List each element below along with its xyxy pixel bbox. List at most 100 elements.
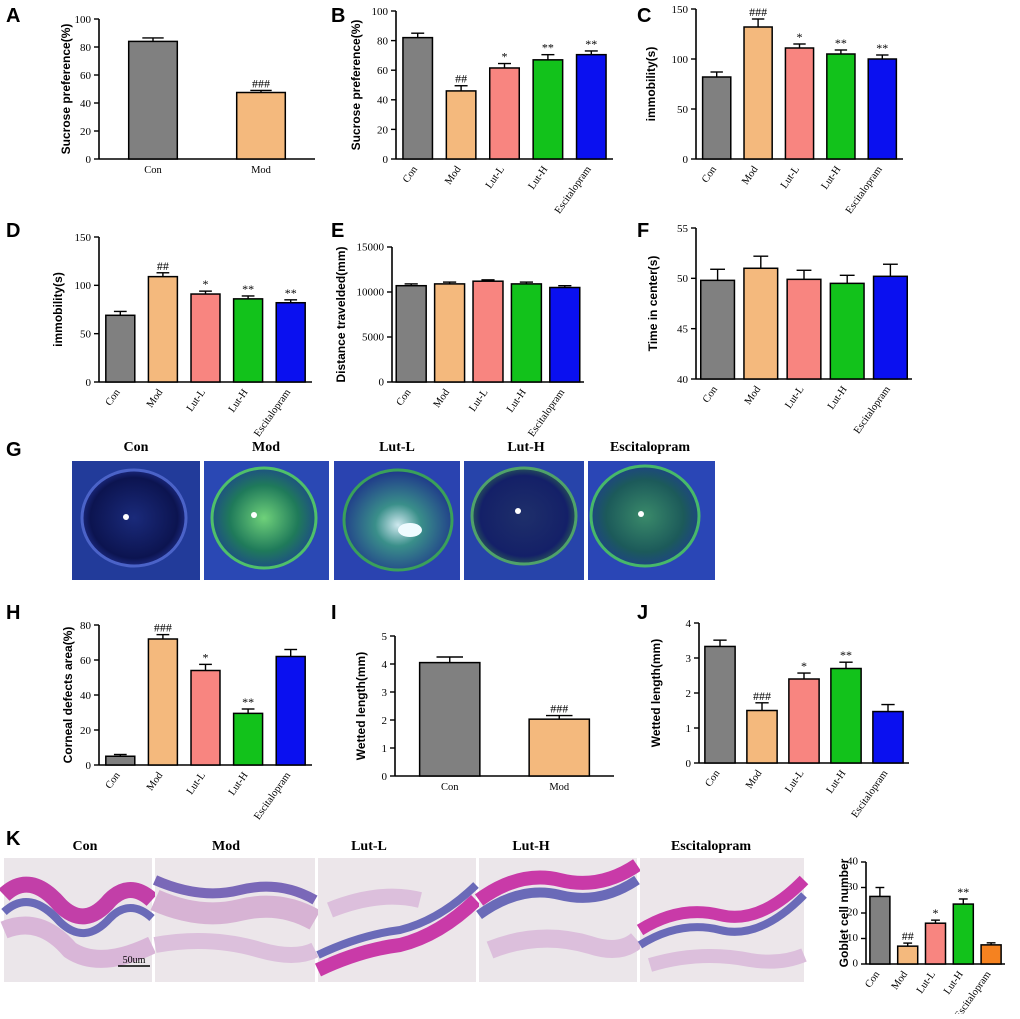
- chart-h-bar-escitalopram: [275, 655, 306, 766]
- chart-k-bar-lut-h: [952, 903, 975, 965]
- chart-f-category-label: Con: [701, 384, 720, 405]
- chart-f-category-label: Lut-L: [783, 384, 806, 410]
- chart-e-ytick-label: 0: [379, 377, 385, 389]
- chart-c-category-label: Lut-L: [779, 164, 802, 190]
- chart-c-ytick-label: 0: [683, 154, 689, 166]
- chart-i-sig-label: ###: [550, 702, 568, 716]
- eye-image-row: Con Mod Lut-L Lut-H Escitalopram: [72, 440, 715, 580]
- chart-d: 0 50 100 150 immobility(s) Con ## Mod * Lut-L ** Lu…: [51, 232, 312, 439]
- chart-b-bar-lut-h: [532, 59, 564, 160]
- panel-letter-c: C: [637, 5, 651, 27]
- chart-f-ylabel: Time in center(s): [646, 256, 660, 352]
- chart-h: 0 20 40 60 80 Corneal defects area(%) Con ### Mo…: [61, 620, 312, 822]
- chart-j-category-label: Lut-H: [825, 768, 849, 796]
- eye-image-escitalopram: [588, 461, 715, 580]
- chart-h-category-label: Lut-L: [185, 770, 208, 796]
- chart-b-ytick-label: 60: [377, 65, 389, 77]
- chart-b-sig-label: **: [585, 37, 597, 51]
- chart-d-ylabel: immobility(s): [51, 272, 65, 347]
- chart-i-ylabel: Wetted length(mm): [354, 652, 368, 760]
- chart-b-ylabel: Sucrose preference(%): [349, 20, 363, 151]
- chart-e-bar-lut-h: [510, 283, 543, 383]
- eye-label-escitalopram: Escitalopram: [610, 440, 690, 455]
- chart-f-bar-lut-h: [829, 282, 865, 380]
- chart-e-category-label: Mod: [432, 387, 453, 410]
- chart-a-bar-con: [127, 40, 179, 160]
- chart-e-category-label: Lut-H: [505, 387, 529, 415]
- chart-d-bar-mod: [147, 275, 179, 383]
- chart-h-category-label: Con: [104, 770, 123, 791]
- chart-a-ytick-label: 40: [80, 98, 92, 110]
- chart-j-sig-label: **: [840, 648, 852, 662]
- chart-f-ytick-label: 50: [677, 273, 689, 285]
- chart-d-sig-label: *: [203, 277, 209, 291]
- chart-k-sig-label: **: [957, 885, 969, 899]
- chart-c-ytick-label: 150: [672, 4, 689, 16]
- chart-h-sig-label: ###: [154, 621, 172, 635]
- chart-j-sig-label: *: [801, 659, 807, 673]
- chart-i-ytick-label: 3: [382, 687, 388, 699]
- chart-b: 0 20 40 60 80 100 Sucrose preference(%) Con ## Mo…: [349, 6, 613, 216]
- chart-k-sig-label: *: [933, 906, 939, 920]
- eye-image-lut-h: [464, 461, 584, 580]
- chart-c-bar-lut-h: [826, 53, 856, 160]
- chart-j-bar-lut-h: [830, 667, 862, 764]
- chart-e: 0 5000 10000 15000 Distance travelded(mm) Con…: [334, 242, 584, 439]
- chart-i-ytick-label: 1: [382, 743, 388, 755]
- chart-j-ytick-label: 3: [686, 653, 692, 665]
- chart-h-ytick-label: 60: [80, 655, 92, 667]
- chart-c-bar-lut-l: [784, 47, 815, 160]
- chart-e-ytick-label: 15000: [357, 242, 385, 254]
- panel-letter-d: D: [6, 220, 20, 242]
- chart-b-ytick-label: 0: [383, 154, 389, 166]
- chart-j: 0 1 2 3 4 Wetted length(mm) Con ### Mod * Lut-L ** L…: [649, 618, 909, 820]
- chart-d-bar-escitalopram: [275, 301, 306, 383]
- chart-h-sig-label: **: [242, 695, 254, 709]
- chart-k-ytick-label: 10: [847, 932, 859, 944]
- histology-image-lut-l: [314, 858, 481, 982]
- chart-f-ytick-label: 40: [677, 374, 689, 386]
- chart-c: 0 50 100 150 immobility(s) Con ### Mod * Lut-L ** L…: [644, 4, 903, 216]
- chart-d-category-label: Lut-H: [227, 387, 251, 415]
- chart-e-bar-lut-l: [472, 280, 504, 383]
- chart-j-ytick-label: 2: [686, 688, 692, 700]
- panel-letter-b: B: [331, 5, 345, 27]
- chart-e-bar-escitalopram: [549, 286, 581, 383]
- chart-j-bar-escitalopram: [872, 710, 904, 764]
- chart-f-category-label: Escitalopram: [852, 384, 893, 436]
- chart-d-category-label: Con: [104, 387, 123, 408]
- chart-a-ytick-label: 80: [80, 42, 92, 54]
- chart-d-category-label: Escitalopram: [252, 387, 293, 439]
- eye-image-con: [72, 461, 200, 580]
- histo-label-mod: Mod: [212, 839, 240, 854]
- chart-c-ylabel: immobility(s): [644, 47, 658, 122]
- chart-f: 40 45 50 55 Time in center(s) Con Mod Lut-L Lut-…: [646, 223, 912, 436]
- chart-b-sig-label: **: [542, 41, 554, 55]
- chart-b-ytick-label: 20: [377, 124, 389, 136]
- chart-k-ytick-label: 0: [853, 957, 859, 969]
- chart-k-category-label: Mod: [890, 969, 911, 992]
- histology-image-con: 50um: [0, 858, 158, 982]
- chart-d-sig-label: **: [285, 286, 297, 300]
- chart-j-category-label: Con: [703, 768, 722, 789]
- chart-b-category-label: Lut-H: [527, 164, 551, 192]
- chart-k-category-label: Lut-L: [915, 969, 938, 995]
- chart-h-ylabel: Corneal defects area(%): [61, 627, 75, 764]
- chart-j-bar-con: [704, 645, 736, 764]
- chart-b-category-label: Mod: [443, 164, 464, 187]
- chart-b-sig-label: ##: [455, 72, 467, 86]
- histology-image-escitalopram: [636, 858, 809, 982]
- chart-j-ytick-label: 1: [686, 723, 692, 735]
- chart-h-bar-lut-h: [232, 712, 264, 766]
- chart-h-ytick-label: 20: [80, 725, 92, 737]
- chart-h-sig-label: *: [203, 650, 209, 664]
- panel-letter-j: J: [637, 602, 648, 624]
- panel-letter-k: K: [6, 828, 21, 850]
- chart-j-category-label: Mod: [744, 768, 765, 791]
- chart-h-category-label: Lut-H: [227, 770, 251, 798]
- chart-k-ytick-label: 40: [847, 855, 859, 867]
- chart-c-sig-label: **: [835, 36, 847, 50]
- chart-d-ytick-label: 100: [75, 280, 92, 292]
- chart-d-sig-label: ##: [157, 259, 169, 273]
